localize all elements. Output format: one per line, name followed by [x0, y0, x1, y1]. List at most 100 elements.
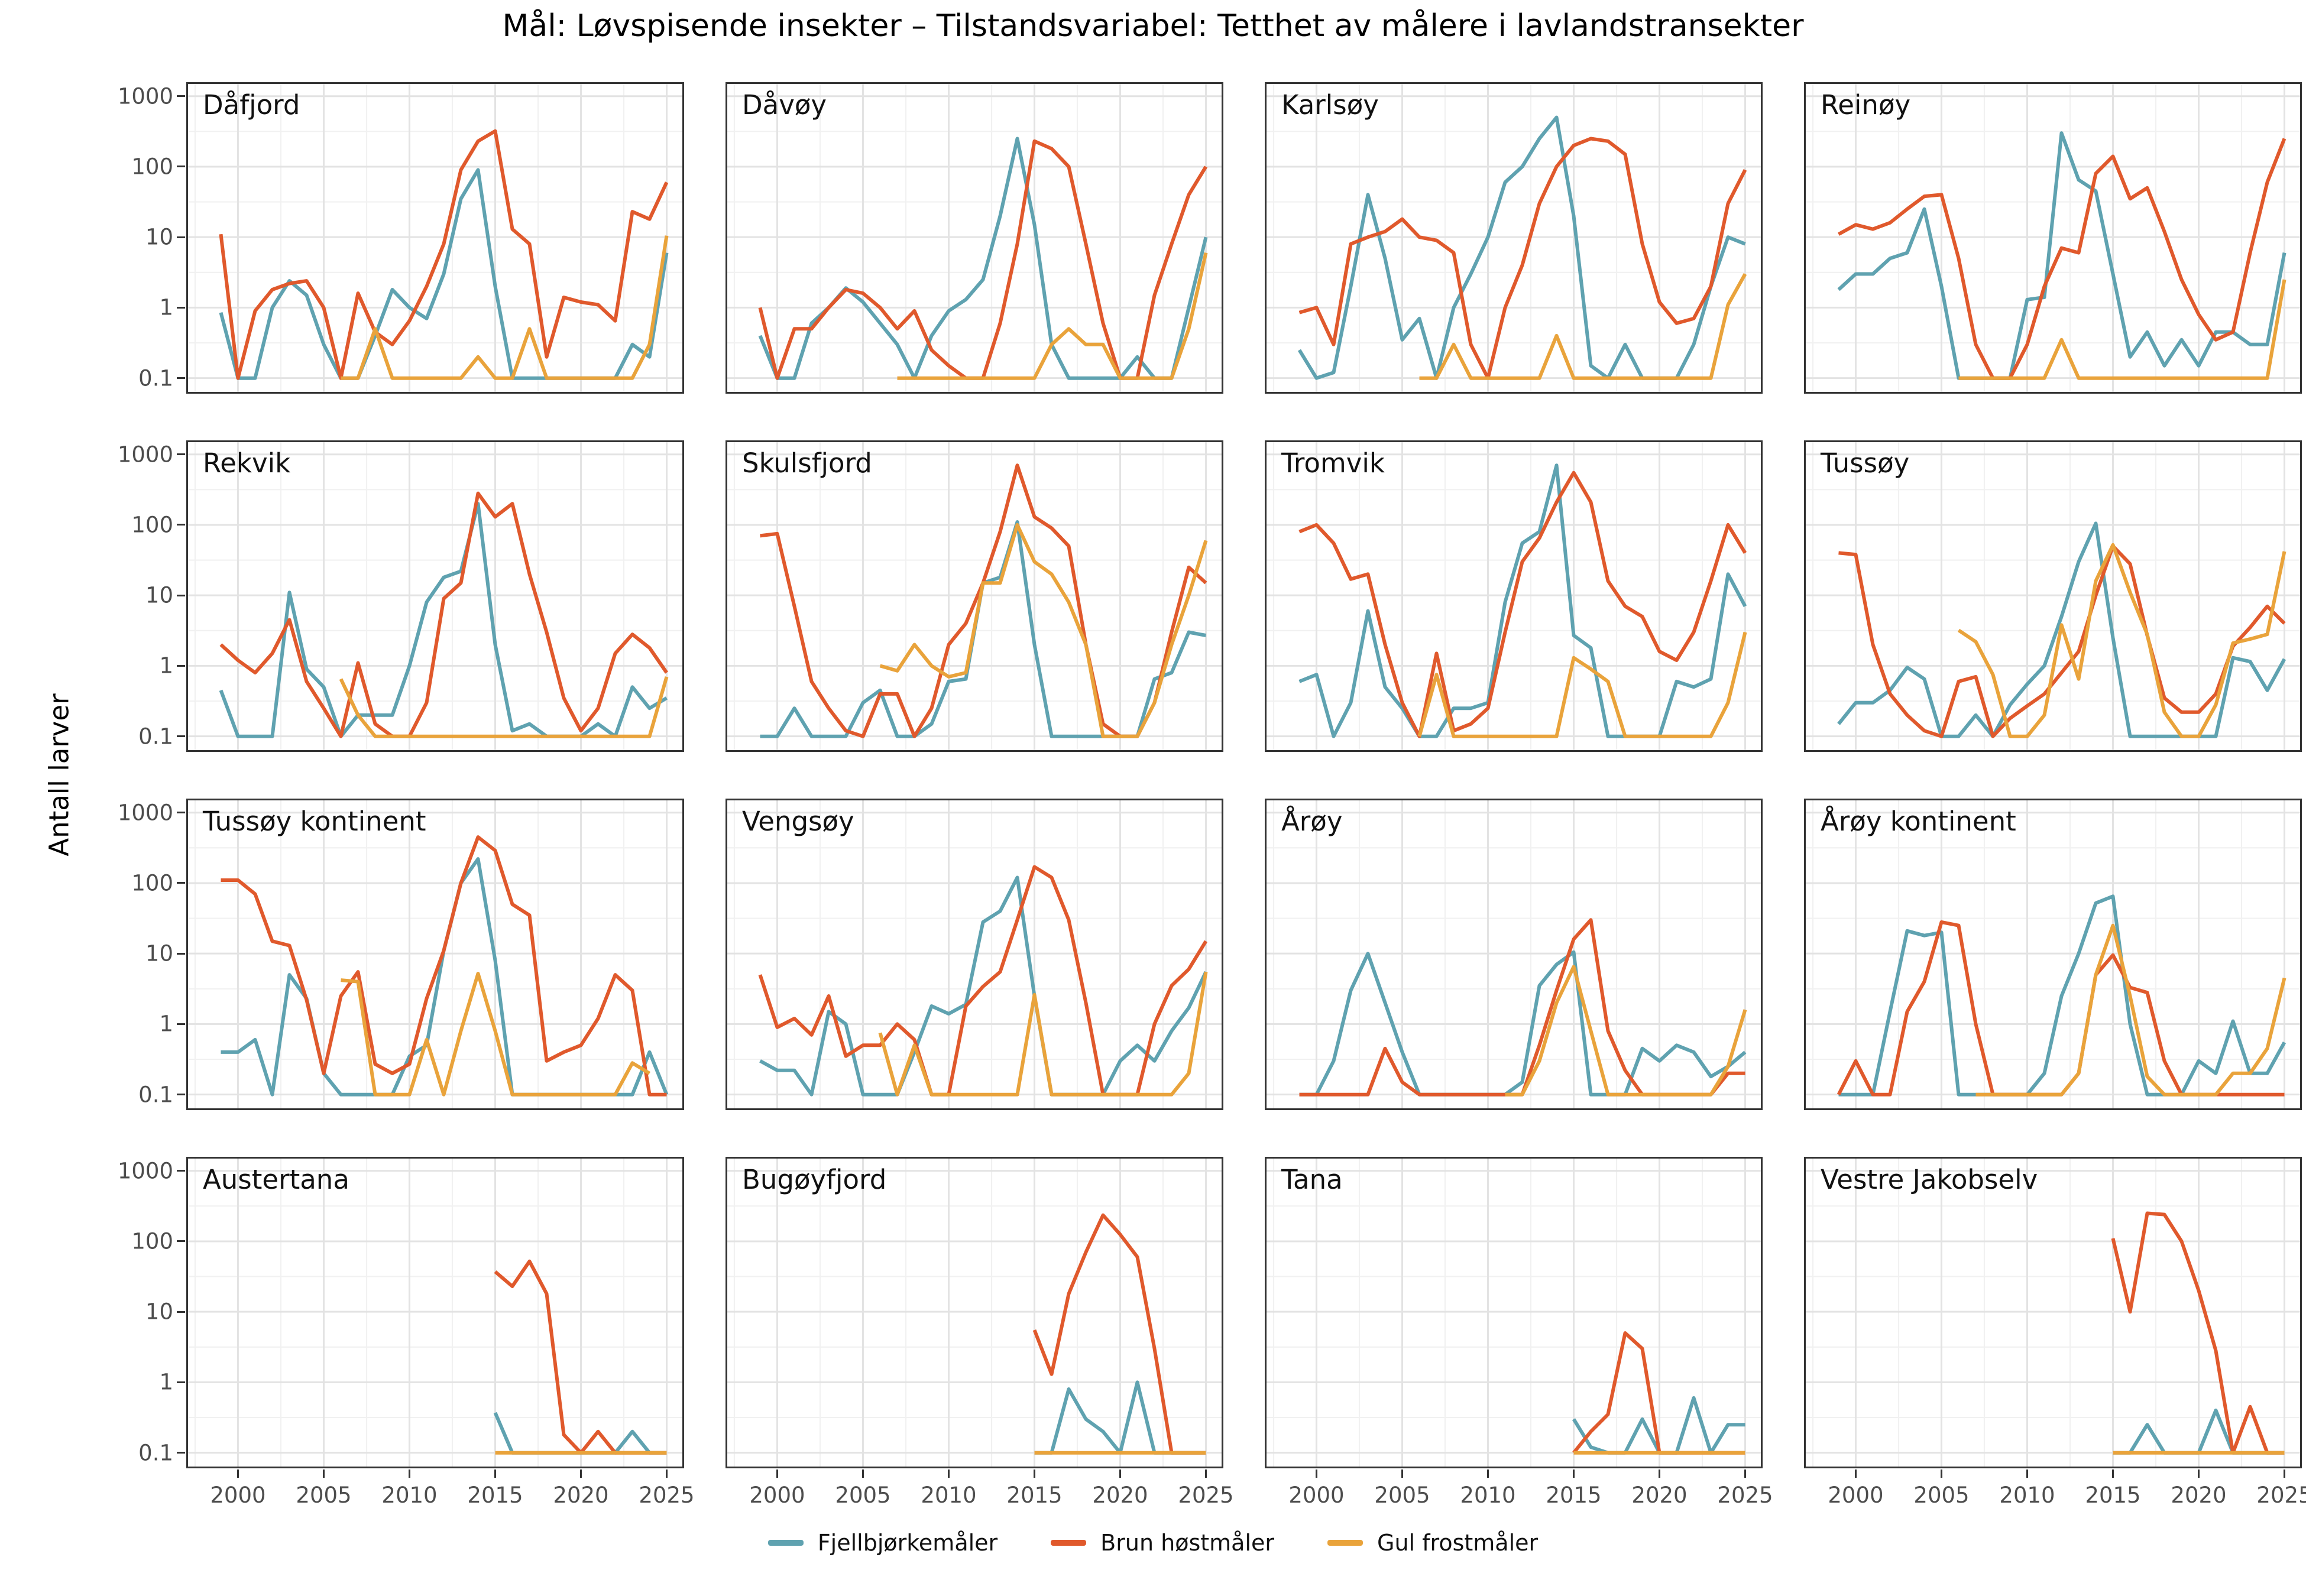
y-tick-mark — [177, 95, 185, 98]
series-line-fjellbjorkemaler — [219, 168, 669, 380]
x-tick-mark — [237, 1470, 239, 1478]
panel-plot-aroy-kontinent — [1804, 799, 2302, 1110]
gridlines — [1265, 799, 1763, 1110]
x-tick-label: 2015 — [2085, 1483, 2141, 1508]
series-line-gul-frostmaler — [1957, 543, 2286, 738]
legend-swatch-brun-hostmaler — [1051, 1540, 1087, 1546]
panel-tana: Tana 2000 2005 2010 2015 2020 2025 — [1265, 1157, 1773, 1508]
panel-plot-tussoy-kontinent — [186, 799, 684, 1110]
legend: Fjellbjørkemåler Brun høstmåler Gul frostm… — [0, 1530, 2306, 1556]
panel-title-karlsoy: Karlsøy — [1281, 89, 1379, 121]
panel-title-aroy: Årøy — [1281, 806, 1343, 837]
panel-border — [726, 82, 1223, 394]
panel-plot-davoy — [726, 82, 1223, 394]
panel-title-bugoyfjord: Bugøyfjord — [742, 1164, 887, 1195]
panel-border — [1265, 1157, 1763, 1468]
y-tick-label: 1 — [159, 1011, 173, 1037]
y-tick-label: 1 — [159, 653, 173, 679]
panel-tromvik: Tromvik — [1265, 440, 1763, 752]
panel-title-vestre-jakobselv: Vestre Jakobselv — [1821, 1164, 2038, 1195]
series-line-gul-frostmaler — [339, 676, 669, 738]
y-tick-label: 10 — [145, 1299, 173, 1325]
panel-border — [1265, 440, 1763, 752]
x-tick-mark — [1744, 1470, 1747, 1478]
series-line-brun-hostmaler — [1838, 544, 2286, 738]
series-line-brun-hostmaler — [760, 463, 1207, 738]
x-tick-mark — [1940, 1470, 1942, 1478]
legend-label: Gul frostmåler — [1377, 1530, 1539, 1556]
panel-border — [186, 440, 684, 752]
panel-plot-reinoy — [1804, 82, 2302, 394]
series-line-brun-hostmaler — [2111, 1211, 2285, 1455]
x-tick-label: 2010 — [381, 1483, 438, 1508]
panel-tussoy: Tussøy — [1804, 440, 2302, 752]
series-line-fjellbjorkemaler — [1837, 131, 2286, 380]
panel-border — [186, 1157, 684, 1468]
y-tick-label: 10 — [145, 582, 173, 608]
gridlines — [726, 799, 1223, 1110]
y-tick-label: 100 — [131, 870, 173, 896]
gridlines — [186, 440, 684, 752]
x-tick-label: 2020 — [1631, 1483, 1688, 1508]
x-tick-label: 2025 — [639, 1483, 695, 1508]
panel-title-aroy-kontinent: Årøy kontinent — [1821, 806, 2016, 837]
series-line-brun-hostmaler — [221, 835, 667, 1097]
legend-item-fjellbjorkemaler: Fjellbjørkemåler — [767, 1530, 997, 1556]
gridlines — [1804, 1157, 2302, 1468]
x-tick-mark — [322, 1470, 325, 1478]
panel-tussoy-kontinent: Tussøy kontinent 0.1 1 10 100 1000 — [118, 799, 684, 1110]
y-tick-label: 1 — [159, 294, 173, 320]
panel-border — [186, 82, 684, 394]
x-tick-mark — [947, 1470, 950, 1478]
panel-title-davoy: Dåvøy — [742, 89, 827, 121]
x-tick-mark — [2112, 1470, 2114, 1478]
y-tick-mark — [177, 236, 185, 238]
x-tick-label: 2000 — [210, 1483, 266, 1508]
legend-item-gul-frostmaler: Gul frostmåler — [1327, 1530, 1538, 1556]
y-tick-label: 1000 — [117, 83, 173, 109]
panel-dafjord: Dåfjord 0.1 1 10 100 1000 — [118, 82, 684, 394]
y-tick-mark — [177, 306, 185, 309]
x-tick-mark — [494, 1470, 496, 1478]
panel-karlsoy: Karlsøy — [1265, 82, 1763, 394]
panel-border — [1804, 82, 2302, 394]
x-tick-label: 2000 — [1288, 1483, 1345, 1508]
panel-plot-tussoy — [1804, 440, 2302, 752]
panel-border — [1265, 82, 1763, 394]
panel-aroy-kontinent: Årøy kontinent — [1804, 799, 2302, 1110]
x-tick-mark — [580, 1470, 582, 1478]
x-tick-label: 2015 — [1546, 1483, 1602, 1508]
y-tick-mark — [177, 1094, 185, 1096]
series-line-brun-hostmaler — [219, 129, 669, 380]
series-line-gul-frostmaler — [897, 252, 1208, 380]
x-tick-label: 2010 — [921, 1483, 977, 1508]
y-tick-mark — [177, 1170, 185, 1172]
x-tick-mark — [1854, 1470, 1857, 1478]
panel-austertana: Austertana 0.1 1 10 100 1000 2000 2005 2010 2015 2… — [118, 1157, 695, 1508]
panel-vengsoy: Vengsøy — [726, 799, 1223, 1110]
x-tick-label: 2015 — [467, 1483, 523, 1508]
panel-aroy: Årøy — [1265, 799, 1763, 1110]
x-tick-mark — [861, 1470, 864, 1478]
x-tick-label: 2000 — [1828, 1483, 1884, 1508]
x-tick-mark — [1315, 1470, 1317, 1478]
x-tick-label: 2005 — [1913, 1483, 1970, 1508]
x-tick-mark — [1119, 1470, 1122, 1478]
y-axis-title: Antall larver — [43, 693, 75, 857]
gridlines — [726, 440, 1223, 752]
series-line-fjellbjorkemaler — [1837, 521, 2286, 738]
series-line-fjellbjorkemaler — [1297, 115, 1746, 380]
legend-label: Brun høstmåler — [1100, 1530, 1275, 1556]
y-tick-mark — [177, 166, 185, 168]
panel-plot-karlsoy — [1265, 82, 1763, 394]
y-tick-mark — [177, 453, 185, 456]
y-tick-mark — [177, 1023, 185, 1025]
x-tick-label: 2010 — [1460, 1483, 1516, 1508]
panel-title-tussoy: Tussøy — [1821, 447, 1910, 479]
panel-border — [1265, 799, 1763, 1110]
panel-border — [1804, 799, 2302, 1110]
panel-rekvik: Rekvik 0.1 1 10 100 1000 — [118, 440, 684, 752]
y-tick-mark — [177, 524, 185, 526]
x-tick-label: 2015 — [1006, 1483, 1063, 1508]
series-line-gul-frostmaler — [1505, 965, 1747, 1097]
